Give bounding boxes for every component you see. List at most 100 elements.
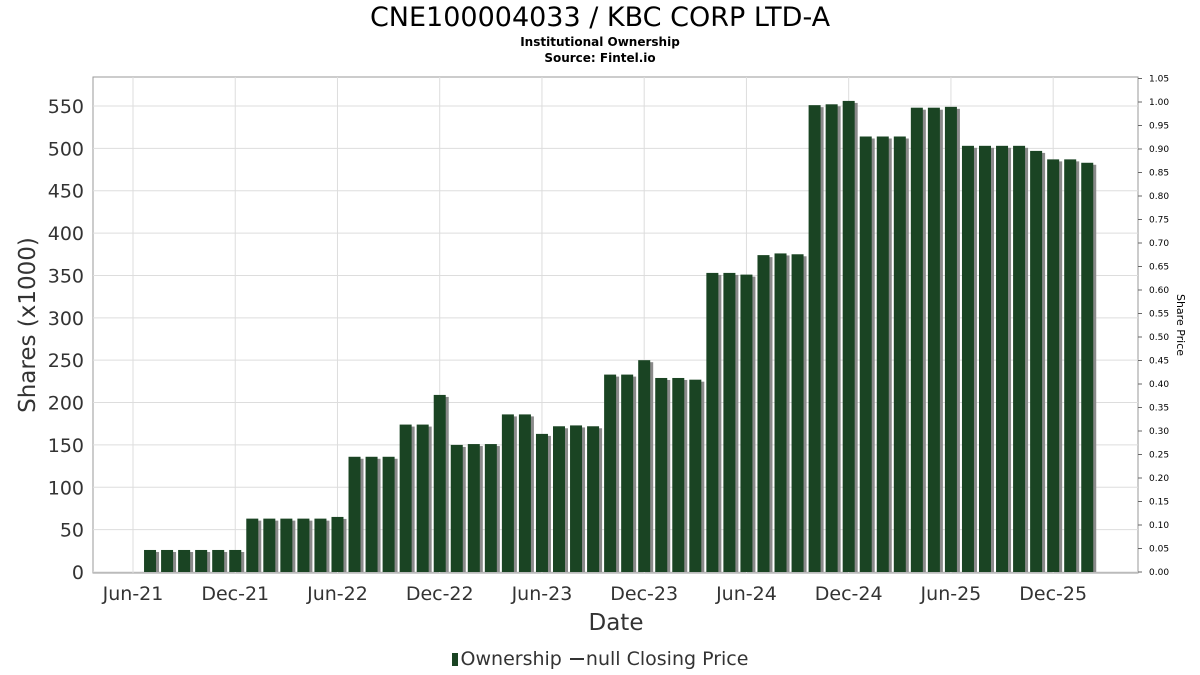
x-tick-label: Dec-22	[406, 583, 474, 605]
legend-ownership-swatch	[451, 653, 458, 666]
legend-price-line	[569, 658, 584, 660]
bar	[1030, 150, 1043, 572]
bar	[365, 456, 378, 572]
y2-tick-label: 0.10	[1149, 521, 1169, 531]
y2-tick-label: 0.80	[1149, 192, 1169, 202]
y2-tick-label: 0.15	[1149, 498, 1169, 508]
y-tick-label: 200	[48, 393, 84, 415]
x-tick-label: Jun-24	[715, 583, 777, 605]
bar	[672, 377, 685, 572]
y2-tick-label: 0.95	[1149, 122, 1169, 132]
y2-tick-label: 0.65	[1149, 263, 1169, 273]
bar	[314, 518, 327, 572]
bar	[501, 414, 514, 572]
bar	[979, 145, 991, 572]
bar	[706, 272, 719, 572]
bar	[944, 106, 957, 572]
y-axis-label: Shares (x1000)	[15, 237, 41, 413]
y2-tick-label: 0.50	[1149, 333, 1169, 343]
x-tick-label: Dec-25	[1019, 583, 1087, 605]
bar	[791, 254, 804, 573]
chart-source: Source: Fintel.io	[544, 51, 656, 65]
x-tick-label: Dec-23	[610, 583, 678, 605]
bar	[416, 424, 429, 572]
bar	[195, 549, 208, 572]
y-tick-label: 450	[48, 181, 84, 203]
bar	[723, 272, 736, 572]
y2-tick-label: 1.05	[1149, 75, 1169, 85]
x-tick-label: Dec-21	[201, 583, 269, 605]
legend-ownership: Ownership	[460, 648, 562, 670]
y-tick-label: 550	[48, 96, 84, 118]
x-tick-label: Dec-24	[815, 583, 883, 605]
bar	[297, 518, 310, 572]
bar	[825, 104, 838, 573]
bar	[1064, 159, 1077, 573]
bar	[348, 456, 361, 572]
bar	[774, 253, 787, 572]
y2-tick-label: 0.30	[1149, 427, 1169, 437]
y-tick-label: 100	[48, 477, 84, 499]
y-tick-label: 50	[60, 520, 84, 542]
bar	[484, 444, 497, 572]
bar	[433, 394, 446, 572]
y-tick-label: 300	[48, 308, 84, 330]
y2-tick-label: 0.45	[1149, 357, 1169, 367]
bar	[961, 145, 974, 572]
bar	[467, 444, 480, 572]
y-tick-label: 250	[48, 350, 84, 372]
y2-tick-label: 0.85	[1149, 169, 1169, 179]
bar	[1013, 145, 1026, 572]
bar	[893, 136, 906, 572]
bar	[604, 374, 617, 572]
chart-title: CNE100004033 / KBC CORP LTD-A	[369, 2, 831, 33]
bar	[927, 107, 940, 572]
bar	[910, 107, 923, 572]
y2-tick-label: 1.00	[1149, 98, 1169, 108]
x-axis-label: Date	[589, 610, 644, 636]
bar	[553, 426, 565, 572]
y2-tick-label: 0.55	[1149, 310, 1169, 320]
chart-subtitle: Institutional Ownership	[520, 35, 680, 49]
y2-tick-label: 0.90	[1149, 145, 1169, 155]
bar	[876, 136, 889, 572]
y2-tick-label: 0.20	[1149, 474, 1169, 484]
y-tick-label: 350	[48, 265, 84, 287]
bar	[263, 518, 276, 572]
bar	[621, 374, 634, 572]
bar	[450, 444, 463, 572]
bar	[212, 549, 225, 572]
bar	[535, 433, 548, 572]
bar	[246, 518, 259, 572]
legend: Ownership null Closing Price	[0, 648, 1200, 670]
y2-tick-label: 0.25	[1149, 451, 1169, 461]
bar	[859, 136, 872, 572]
bar	[655, 377, 668, 572]
y2-tick-label: 0.60	[1149, 286, 1169, 296]
bar	[161, 549, 174, 572]
bar	[570, 425, 583, 572]
y-tick-label: 150	[48, 435, 84, 457]
bar	[331, 516, 344, 572]
bar	[144, 549, 157, 572]
bar	[689, 379, 702, 572]
y2-tick-label: 0.00	[1149, 568, 1169, 578]
bar	[518, 414, 531, 572]
bar	[229, 549, 242, 572]
bar	[757, 255, 770, 572]
y-tick-label: 500	[48, 138, 84, 160]
x-tick-label: Jun-25	[920, 583, 982, 605]
bar	[808, 105, 821, 573]
y2-tick-label: 0.75	[1149, 216, 1169, 226]
x-tick-label: Jun-22	[306, 583, 368, 605]
bar	[842, 100, 855, 572]
bar	[740, 274, 753, 572]
y2-tick-label: 0.05	[1149, 545, 1169, 555]
bar	[1047, 159, 1060, 573]
bar	[382, 456, 395, 572]
bar	[996, 145, 1009, 572]
bar	[178, 549, 191, 572]
y2-tick-label: 0.40	[1149, 380, 1169, 390]
